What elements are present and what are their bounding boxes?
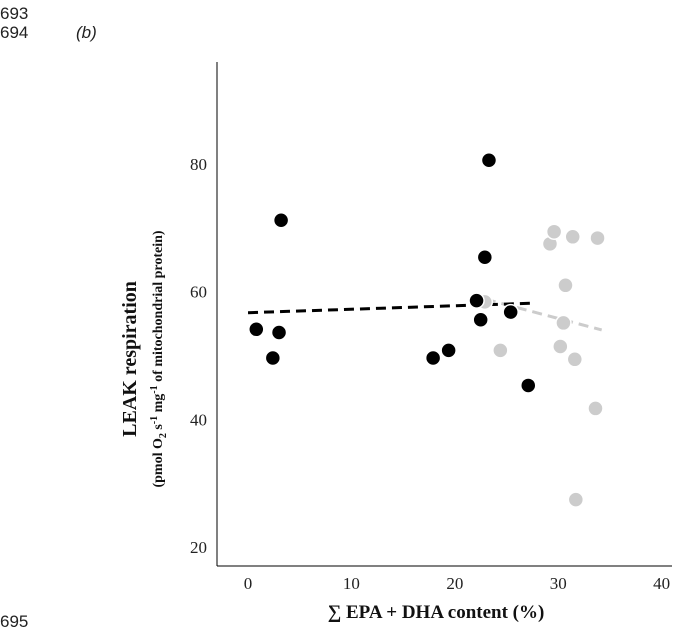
y-axis-label: LEAK respiration: [119, 281, 141, 437]
data-point: [557, 277, 574, 294]
y-tick-label: 80: [190, 155, 207, 174]
data-point: [502, 303, 519, 321]
line-number-695: 695: [0, 612, 29, 631]
y-axis-unit-label: (pmol O2 s-1 mg-1 of mitochondrial prote…: [149, 230, 169, 487]
data-point: [264, 349, 282, 367]
x-tick-label: 0: [244, 574, 253, 593]
x-tick-label: 40: [653, 574, 670, 593]
y-tick-label: 60: [190, 283, 207, 302]
data-point: [555, 314, 572, 332]
axes: [216, 62, 672, 567]
x-tick-label: 20: [446, 574, 463, 593]
tick-labels: 0 10 20 30 40 20 40 60 80: [190, 155, 670, 593]
data-point: [587, 400, 604, 417]
data-points: [248, 151, 606, 508]
data-point: [520, 377, 537, 394]
data-point: [589, 229, 606, 247]
data-point: [480, 151, 498, 169]
data-point: [472, 311, 489, 328]
data-point: [492, 342, 509, 359]
data-point: [270, 324, 288, 341]
data-point: [440, 342, 457, 359]
data-point: [476, 248, 494, 266]
data-point: [566, 351, 584, 368]
data-point: [564, 228, 581, 246]
panel-label: (b): [76, 23, 97, 42]
x-axis-label: ∑ EPA + DHA content (%): [328, 602, 545, 623]
line-number-693: 693: [0, 4, 29, 23]
data-point: [248, 321, 265, 338]
data-point: [567, 491, 585, 508]
data-point: [552, 338, 569, 355]
data-point: [272, 211, 290, 229]
y-tick-label: 20: [190, 538, 207, 557]
trend-lines: [247, 297, 603, 332]
data-point: [545, 223, 563, 240]
data-point: [468, 292, 485, 309]
x-tick-label: 30: [550, 574, 567, 593]
data-point: [424, 349, 442, 367]
y-tick-label: 40: [190, 410, 207, 429]
line-number-694: 694: [0, 23, 29, 42]
x-tick-label: 10: [343, 574, 360, 593]
